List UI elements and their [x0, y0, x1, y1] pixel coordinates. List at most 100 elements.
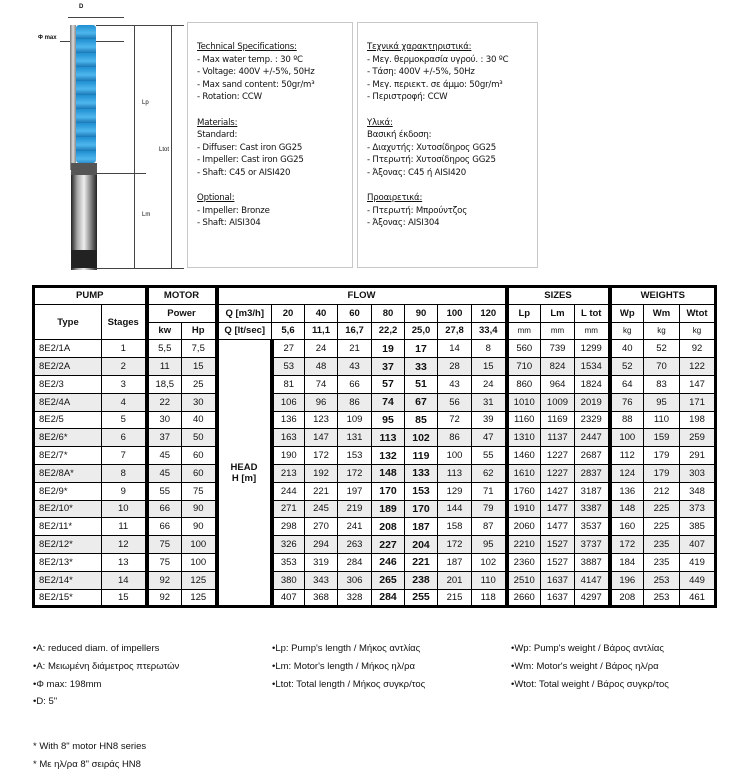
optional-line: - Impeller: Bronze [197, 205, 270, 216]
q-ls: 16,7 [337, 321, 372, 341]
head-value: 170 [404, 499, 438, 519]
spec-line: - Μεγ. περιεκτ. σε άμμο: 50gr/m³ [367, 79, 503, 90]
weight-value: 88 [607, 410, 644, 430]
power-hp: 15 [181, 357, 217, 376]
head-value: 27 [269, 339, 305, 359]
weight-value: 70 [643, 357, 680, 376]
head-value: 343 [304, 570, 338, 590]
head-value: 79 [471, 499, 507, 519]
head-value: 131 [337, 428, 372, 448]
size-value: 3537 [574, 517, 610, 537]
spec-line: - Περιστροφή: CCW [367, 92, 448, 103]
power-hp: 7,5 [181, 339, 217, 359]
q-ls: 25,0 [404, 321, 438, 341]
head-value: 245 [304, 499, 338, 519]
weight-value: 407 [679, 535, 716, 554]
head-value: 172 [437, 535, 472, 554]
head-value: 153 [337, 446, 372, 465]
size-value: 739 [540, 339, 575, 359]
size-value: 1310 [504, 428, 541, 448]
note-item: Ltot: Total length / Μήκος συγκρ/τος [272, 676, 425, 694]
power-kw: 45 [144, 463, 182, 483]
size-value: 4297 [574, 588, 610, 608]
pump-body [76, 25, 96, 163]
weight-value: 198 [679, 410, 716, 430]
weight-unit: kg [643, 321, 680, 341]
pump-type: 8E2/15* [33, 588, 102, 608]
weight-value: 160 [607, 517, 644, 537]
head-value: 197 [337, 481, 372, 501]
size-value: 2510 [504, 570, 541, 590]
head-value: 86 [437, 428, 472, 448]
head-value: 158 [437, 517, 472, 537]
head-value: 306 [337, 570, 372, 590]
note-item: A: reduced diam. of impellers [33, 640, 179, 658]
ltot-label: Ltot [159, 147, 170, 153]
size-value: 1824 [574, 374, 610, 394]
head-value: 136 [269, 410, 305, 430]
head-value: 81 [269, 374, 305, 394]
power-kw: 92 [144, 588, 182, 608]
head-value: 43 [337, 357, 372, 376]
head-value: 407 [269, 588, 305, 608]
q-ls: 22,2 [371, 321, 405, 341]
weight-value: 159 [643, 428, 680, 448]
table-row: 8E2/1A 1 5,5 7,5 HEAD H [m] 27 24 21 19 17 14 8 560 73… [33, 339, 716, 608]
weight-col: Wm [643, 303, 680, 323]
head-value: 133 [404, 463, 438, 483]
table-row: 8E2/10* 10 66 90 271 245 219 189 170 144 79 1910 147… [33, 499, 716, 519]
stages: 4 [101, 392, 147, 412]
size-value: 4147 [574, 570, 610, 590]
power-kw: 37 [144, 428, 182, 448]
weight-value: 172 [607, 535, 644, 554]
size-col: Lp [504, 303, 541, 323]
power-hp: 50 [181, 428, 217, 448]
head-value: 215 [437, 588, 472, 608]
weight-col: Wp [607, 303, 644, 323]
head-value: 192 [304, 463, 338, 483]
head-value: 24 [304, 339, 338, 359]
head-value: 227 [371, 535, 405, 554]
optional-line: - Shaft: AISI304 [197, 218, 261, 229]
head-value: 74 [371, 392, 405, 412]
head-value: 190 [269, 446, 305, 465]
power-hp: 75 [181, 481, 217, 501]
pump-type: 8E2/1A [33, 339, 102, 359]
weight-value: 83 [643, 374, 680, 394]
weight-value: 64 [607, 374, 644, 394]
head-value: 244 [269, 481, 305, 501]
head-value: 204 [404, 535, 438, 554]
head-value: 109 [337, 410, 372, 430]
stages: 8 [101, 463, 147, 483]
size-value: 3887 [574, 552, 610, 572]
weight-value: 52 [643, 339, 680, 359]
footnote: * Με ηλ/ρα 8" σειράς HN8 [33, 758, 141, 770]
power-hp: 100 [181, 535, 217, 554]
size-value: 1227 [540, 463, 575, 483]
weight-value: 235 [643, 552, 680, 572]
power-kw: 5,5 [144, 339, 182, 359]
pump-type: 8E2/13* [33, 552, 102, 572]
q-ls-label: Q [lt/sec] [214, 321, 272, 341]
pump-type: 8E2/6* [33, 428, 102, 448]
power-kw: 66 [144, 499, 182, 519]
head-label-cell: HEAD H [m] [214, 339, 272, 608]
notes-col3: Wp: Pump's weight / Βάρος αντλίαςWm: Mot… [511, 640, 669, 693]
head-value: 170 [371, 481, 405, 501]
head-value: 326 [269, 535, 305, 554]
pump-type: 8E2/10* [33, 499, 102, 519]
head-value: 33 [404, 357, 438, 376]
head-value: 129 [437, 481, 472, 501]
note-item: Φ max: 198mm [33, 676, 179, 694]
material-line: - Άξονας: C45 ή AISI420 [367, 167, 467, 178]
size-value: 1637 [540, 588, 575, 608]
q-m3h: 90 [404, 303, 438, 323]
weight-value: 449 [679, 570, 716, 590]
weight-value: 76 [607, 392, 644, 412]
head-value: 263 [337, 535, 372, 554]
head-value: 102 [404, 428, 438, 448]
size-value: 1527 [540, 535, 575, 554]
head-value: 95 [471, 535, 507, 554]
weight-value: 235 [643, 535, 680, 554]
performance-table: PUMP MOTOR FLOW SIZES WEIGHTS Type Stages Power… [32, 285, 717, 609]
